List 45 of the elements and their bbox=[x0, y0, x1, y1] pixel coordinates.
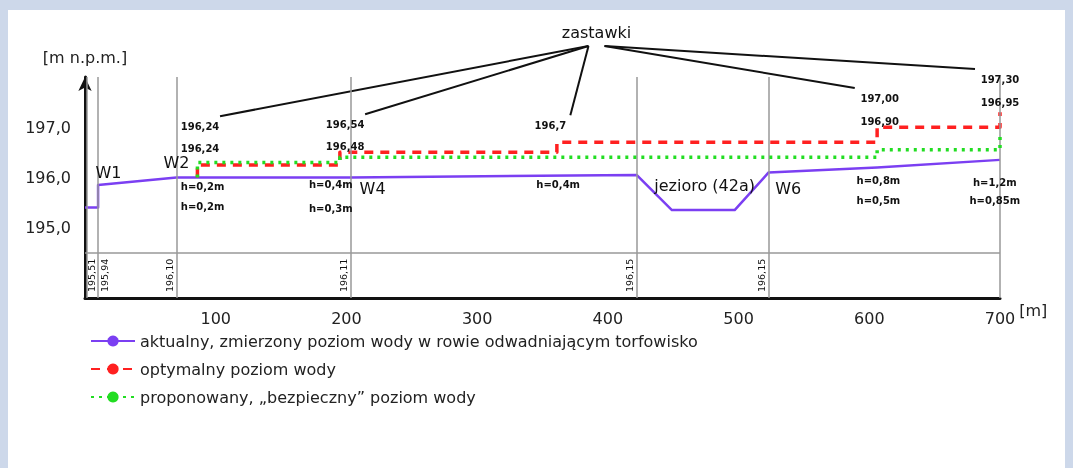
annotation: jezioro (42a) bbox=[653, 175, 755, 195]
annotation: h=0,3m bbox=[308, 203, 353, 215]
text: zastawki bbox=[561, 22, 632, 42]
annotation: h=0,85m bbox=[969, 195, 1021, 207]
annotation: h=0,4m bbox=[536, 178, 581, 190]
annotation: 196,15 bbox=[755, 258, 767, 293]
legend-label: proponowany, „bezpieczny” poziom wody bbox=[140, 387, 476, 407]
annotation: 196,10 bbox=[164, 258, 176, 293]
annotation: 196,11 bbox=[337, 258, 349, 293]
x-tick-label: 700 bbox=[984, 308, 1016, 328]
annotation: W6 bbox=[775, 179, 802, 198]
annotation: 196,24 bbox=[180, 142, 220, 154]
x-tick-label: 600 bbox=[854, 308, 885, 328]
y-tick-label: 196,0 bbox=[25, 167, 71, 187]
annotation: 195,51 bbox=[86, 258, 98, 293]
annotation: 196,24 bbox=[180, 120, 220, 132]
annotation: 196,95 bbox=[980, 96, 1020, 108]
x-tick-label: 300 bbox=[461, 308, 493, 328]
x-tick-label: 200 bbox=[331, 308, 362, 328]
annotation: W4 bbox=[359, 179, 386, 198]
annotation: 196,54 bbox=[325, 118, 365, 130]
x-tick-label: 500 bbox=[723, 308, 754, 328]
annotation: 197,00 bbox=[860, 92, 900, 104]
annotation: 195,94 bbox=[99, 258, 111, 293]
annotation: W2 bbox=[163, 152, 190, 172]
annotation: 196,7 bbox=[534, 119, 567, 131]
x-axis-title: [m] bbox=[1019, 300, 1048, 320]
annotation: h=0,4m bbox=[308, 178, 353, 190]
annotation: h=0,5m bbox=[856, 195, 901, 207]
x-tick-label: 400 bbox=[592, 308, 624, 328]
annotation: 196,90 bbox=[860, 115, 900, 127]
y-tick-label: 195,0 bbox=[25, 218, 71, 238]
legend-label: aktualny, zmierzony poziom wody w rowie odwadniającym torfowisko bbox=[140, 331, 698, 351]
y-tick-label: 197,0 bbox=[25, 117, 71, 137]
annotation: h=0,8m bbox=[856, 174, 901, 186]
x-tick-label: 100 bbox=[200, 308, 231, 328]
y-axis-title: [m n.p.m.] bbox=[42, 47, 128, 67]
annotation: W1 bbox=[95, 162, 122, 182]
annotation: 196,15 bbox=[623, 258, 635, 293]
annotation: h=1,2m bbox=[972, 176, 1017, 188]
annotation: 197,30 bbox=[980, 73, 1020, 85]
annotation: h=0,2m bbox=[180, 181, 225, 192]
legend-label: optymalny poziom wody bbox=[140, 359, 336, 379]
annotation: 196,48 bbox=[325, 140, 365, 152]
annotation: h=0,2m bbox=[180, 201, 225, 213]
